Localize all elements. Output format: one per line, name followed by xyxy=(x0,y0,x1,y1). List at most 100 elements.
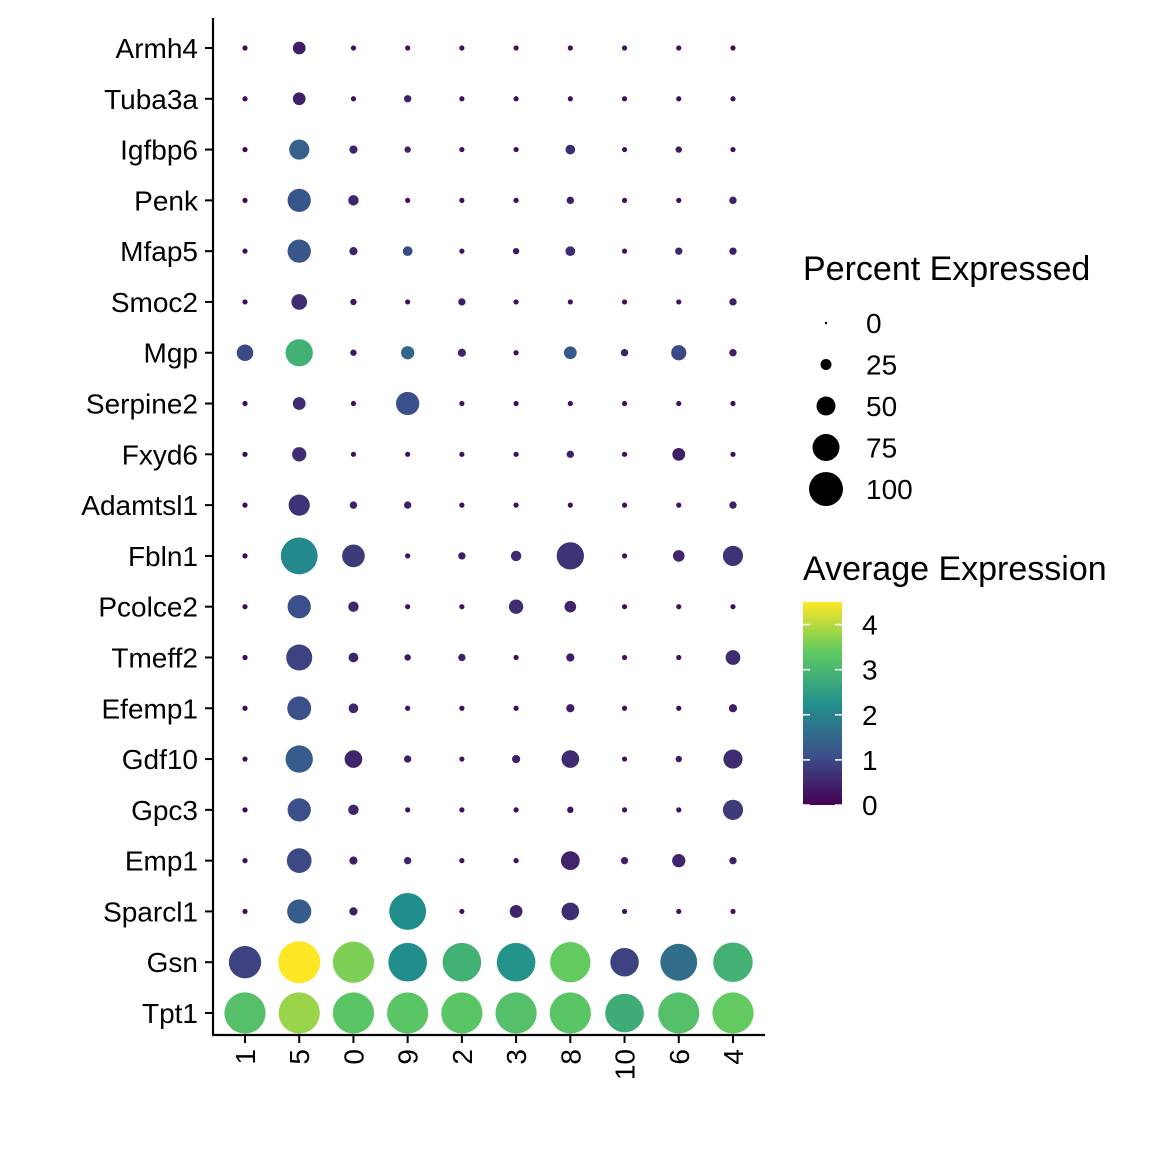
dot-mark xyxy=(349,856,358,865)
dot-mark xyxy=(342,544,365,568)
dot-mark xyxy=(513,654,519,661)
dot-mark xyxy=(730,45,736,51)
dot-mark xyxy=(676,45,682,51)
y-tick-label: Tmeff2 xyxy=(111,642,198,673)
dot-mark xyxy=(459,45,465,51)
dot-mark xyxy=(722,545,744,566)
dot-mark xyxy=(242,858,248,864)
dot-mark xyxy=(621,502,628,508)
x-tick-label: 9 xyxy=(393,1049,424,1065)
dot-mark xyxy=(350,451,357,457)
dot-mark xyxy=(621,604,628,610)
dot-mark xyxy=(458,298,466,306)
dot-mark xyxy=(513,350,519,356)
dot-mark xyxy=(621,705,628,711)
x-axis: 1 5 0 9 2 3 8 10 6 4 xyxy=(212,1033,765,1080)
dot-mark xyxy=(459,502,465,508)
dot-mark xyxy=(287,595,311,619)
dot-mark xyxy=(348,804,359,816)
size-legend-key xyxy=(824,321,828,325)
dot-mark xyxy=(513,502,519,508)
dot-mark xyxy=(349,907,358,916)
dot-mark xyxy=(459,451,465,457)
size-legend: Percent Expressed 0 25 50 75 100 xyxy=(803,250,1090,506)
dot-mark xyxy=(242,807,248,813)
dot-mark xyxy=(285,745,313,773)
y-tick-label: Penk xyxy=(134,185,199,216)
dot-mark xyxy=(459,807,465,813)
dot-mark xyxy=(660,943,698,981)
dot-mark xyxy=(350,298,357,306)
dot-mark xyxy=(567,806,574,814)
x-tick-label: 4 xyxy=(718,1049,749,1065)
dot-mark xyxy=(403,95,412,103)
dot-mark xyxy=(242,908,248,915)
dot-mark xyxy=(549,992,591,1034)
y-tick-label: Pcolce2 xyxy=(98,592,198,623)
dot-mark xyxy=(511,754,521,764)
y-tick-label: Serpine2 xyxy=(86,389,198,420)
dot-mark xyxy=(459,96,465,102)
dot-mark xyxy=(658,992,700,1034)
dot-mark xyxy=(292,92,306,106)
dot-mark xyxy=(242,45,248,51)
dot-mark xyxy=(621,756,628,762)
dot-mark xyxy=(405,299,411,305)
dot-mark xyxy=(730,908,736,915)
dot-mark xyxy=(509,905,523,918)
dot-mark xyxy=(513,807,519,813)
dot-mark xyxy=(672,853,686,868)
dot-mark xyxy=(675,247,683,255)
dot-mark xyxy=(242,553,248,559)
dot-mark xyxy=(730,146,736,153)
dot-mark xyxy=(242,299,248,305)
dot-mark xyxy=(610,947,639,977)
dot-mark xyxy=(288,494,310,516)
dot-mark xyxy=(280,537,318,575)
y-tick-label: Armh4 xyxy=(116,33,198,64)
dot-mark xyxy=(563,346,577,360)
dot-mark xyxy=(459,705,465,711)
dot-mark xyxy=(566,196,575,205)
dot-mark xyxy=(621,807,628,813)
dot-mark xyxy=(442,942,482,982)
dot-mark xyxy=(387,992,429,1034)
plot-area xyxy=(224,41,754,1034)
dot-mark xyxy=(676,807,682,813)
dot-mark xyxy=(676,654,682,661)
dot-mark xyxy=(289,139,310,160)
dot-mark xyxy=(672,447,686,461)
dot-mark xyxy=(459,400,465,407)
dot-mark xyxy=(725,650,741,665)
dot-mark xyxy=(621,146,628,153)
dot-mark xyxy=(459,858,465,864)
dot-mark xyxy=(729,501,737,509)
y-tick-label: Mgp xyxy=(144,338,198,369)
x-tick-label: 0 xyxy=(338,1049,369,1065)
dot-mark xyxy=(403,856,412,865)
dot-mark xyxy=(675,755,682,763)
dot-mark xyxy=(405,807,411,813)
dot-mark xyxy=(676,96,682,102)
dot-mark xyxy=(332,992,375,1034)
dot-mark xyxy=(512,247,520,255)
y-tick-label: Fxyd6 xyxy=(122,439,198,470)
dot-mark xyxy=(508,599,524,614)
dot-mark xyxy=(729,298,737,306)
dot-mark xyxy=(242,400,248,407)
dot-mark xyxy=(405,45,411,51)
dot-mark xyxy=(513,451,519,457)
color-legend-label: 0 xyxy=(862,790,878,821)
dot-mark xyxy=(242,756,248,762)
dot-mark xyxy=(676,908,682,915)
x-tick-label: 5 xyxy=(284,1049,315,1065)
dot-mark xyxy=(513,400,519,407)
dot-mark xyxy=(350,349,357,356)
x-tick-label: 1 xyxy=(230,1049,261,1065)
dot-mark xyxy=(224,992,266,1034)
size-legend-key xyxy=(809,472,843,506)
dot-mark xyxy=(404,654,411,661)
y-tick-label: Smoc2 xyxy=(111,287,198,318)
color-bar xyxy=(803,602,842,805)
dot-mark xyxy=(242,502,248,508)
